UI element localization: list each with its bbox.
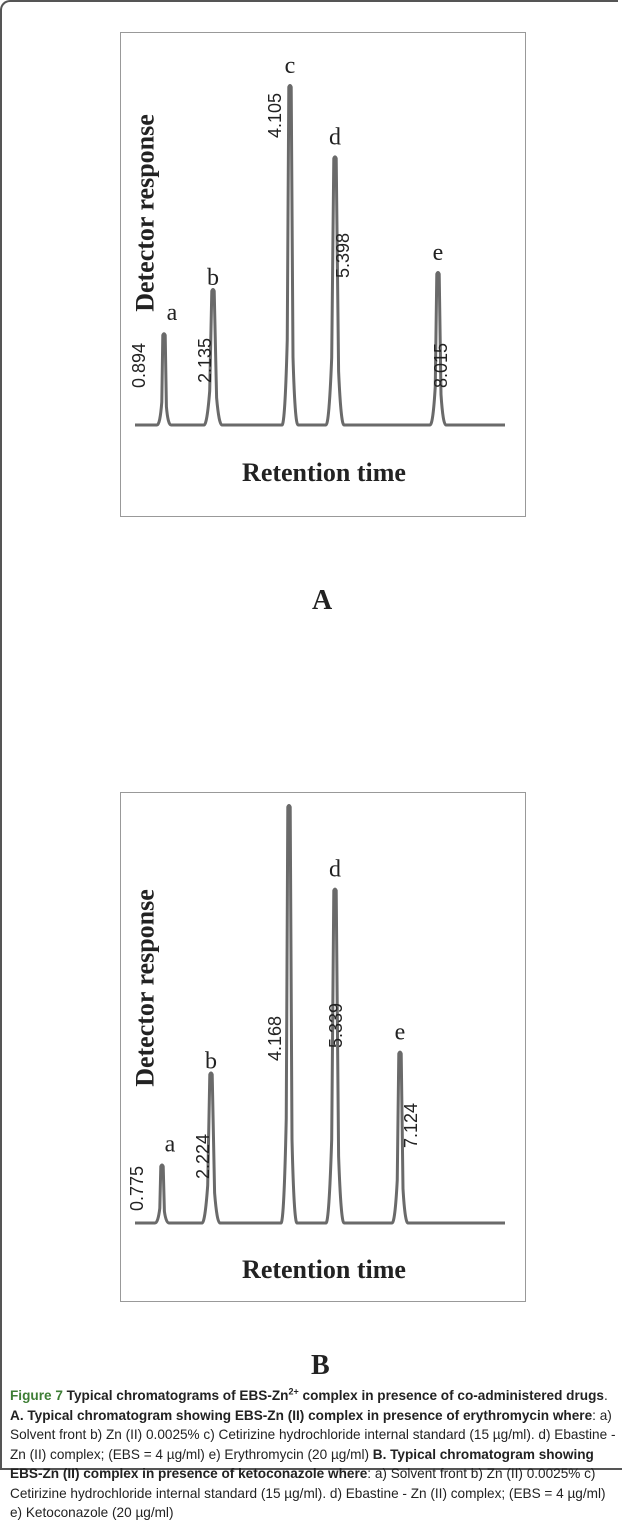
peak-a-letter: a — [167, 300, 178, 326]
peak-c-letter: c — [284, 793, 295, 799]
figure-caption: Figure 7 Typical chromatograms of EBS-Zn… — [10, 1386, 616, 1520]
caption-a-text: : a) Solvent front b) Zn (II) 0.0025% c)… — [10, 1407, 616, 1462]
peak-e-letter: e — [433, 240, 444, 266]
y-axis-label: Detector response — [131, 114, 160, 312]
peak-a-time-label: 0.775 — [127, 1166, 147, 1211]
peak-c-time-label: 4.105 — [265, 93, 285, 138]
peak-e-time-label: 8.015 — [431, 343, 451, 388]
caption-title-part1: Typical chromatograms of EBS-Zn — [66, 1388, 289, 1403]
chromatogram-a-svg: a 0.894 b 2.135 c4.105 d 5.398 e 8.015 Retention … — [129, 53, 505, 487]
caption-b-label: B. Typical chromatogram showing EBS-Zn (… — [10, 1446, 594, 1482]
chromatogram-trace — [135, 804, 505, 1225]
peak-b-letter: b — [207, 265, 219, 291]
peak-b-letter: b — [205, 1049, 217, 1075]
y-axis-label: Detector response — [131, 889, 160, 1087]
chromatogram-trace — [135, 84, 505, 427]
x-axis-label: Retention time — [242, 1255, 406, 1284]
figure-label: Figure 7 — [10, 1388, 63, 1403]
peak-c-letter: c — [285, 53, 296, 79]
caption-a-label: A. Typical chromatogram showing EBS-Zn (… — [10, 1407, 593, 1423]
peak-b-time-label: 2.135 — [195, 338, 215, 383]
chromatogram-panel-b: a 0.775 b 2.224 c 4.168 d 5.339 e 7.124 Retention … — [120, 792, 526, 1302]
chromatogram-b-svg: a 0.775 b 2.224 c 4.168 d 5.339 e 7.124 Retention … — [127, 793, 505, 1284]
peak-d-letter: d — [329, 857, 341, 883]
peak-a-letter: a — [165, 1131, 176, 1157]
caption-title-sup: 2+ — [288, 1386, 299, 1397]
x-axis-label: Retention time — [242, 458, 406, 487]
panel-label-b: B — [311, 1350, 330, 1381]
peak-d-letter: d — [329, 124, 341, 150]
figure-frame — [0, 0, 618, 1470]
frame-bottom-rule — [0, 1468, 622, 1470]
peak-a-time-label: 0.894 — [129, 343, 149, 388]
peak-b-time-label: 2.224 — [193, 1134, 213, 1179]
peak-d-time-label: 5.398 — [333, 233, 353, 278]
peak-e-letter: e — [395, 1020, 406, 1046]
panel-label-a: A — [312, 585, 333, 616]
peak-e-time-label: 7.124 — [401, 1103, 421, 1148]
peak-c-time-label: 4.168 — [265, 1016, 285, 1061]
caption-title-part2: complex in presence of co-administered d… — [298, 1388, 604, 1403]
chromatogram-panel-a: a 0.894 b 2.135 c 4.105 d 5.398 e 8.015 Retention … — [120, 32, 526, 517]
peak-d-time-label: 5.339 — [326, 1003, 346, 1048]
